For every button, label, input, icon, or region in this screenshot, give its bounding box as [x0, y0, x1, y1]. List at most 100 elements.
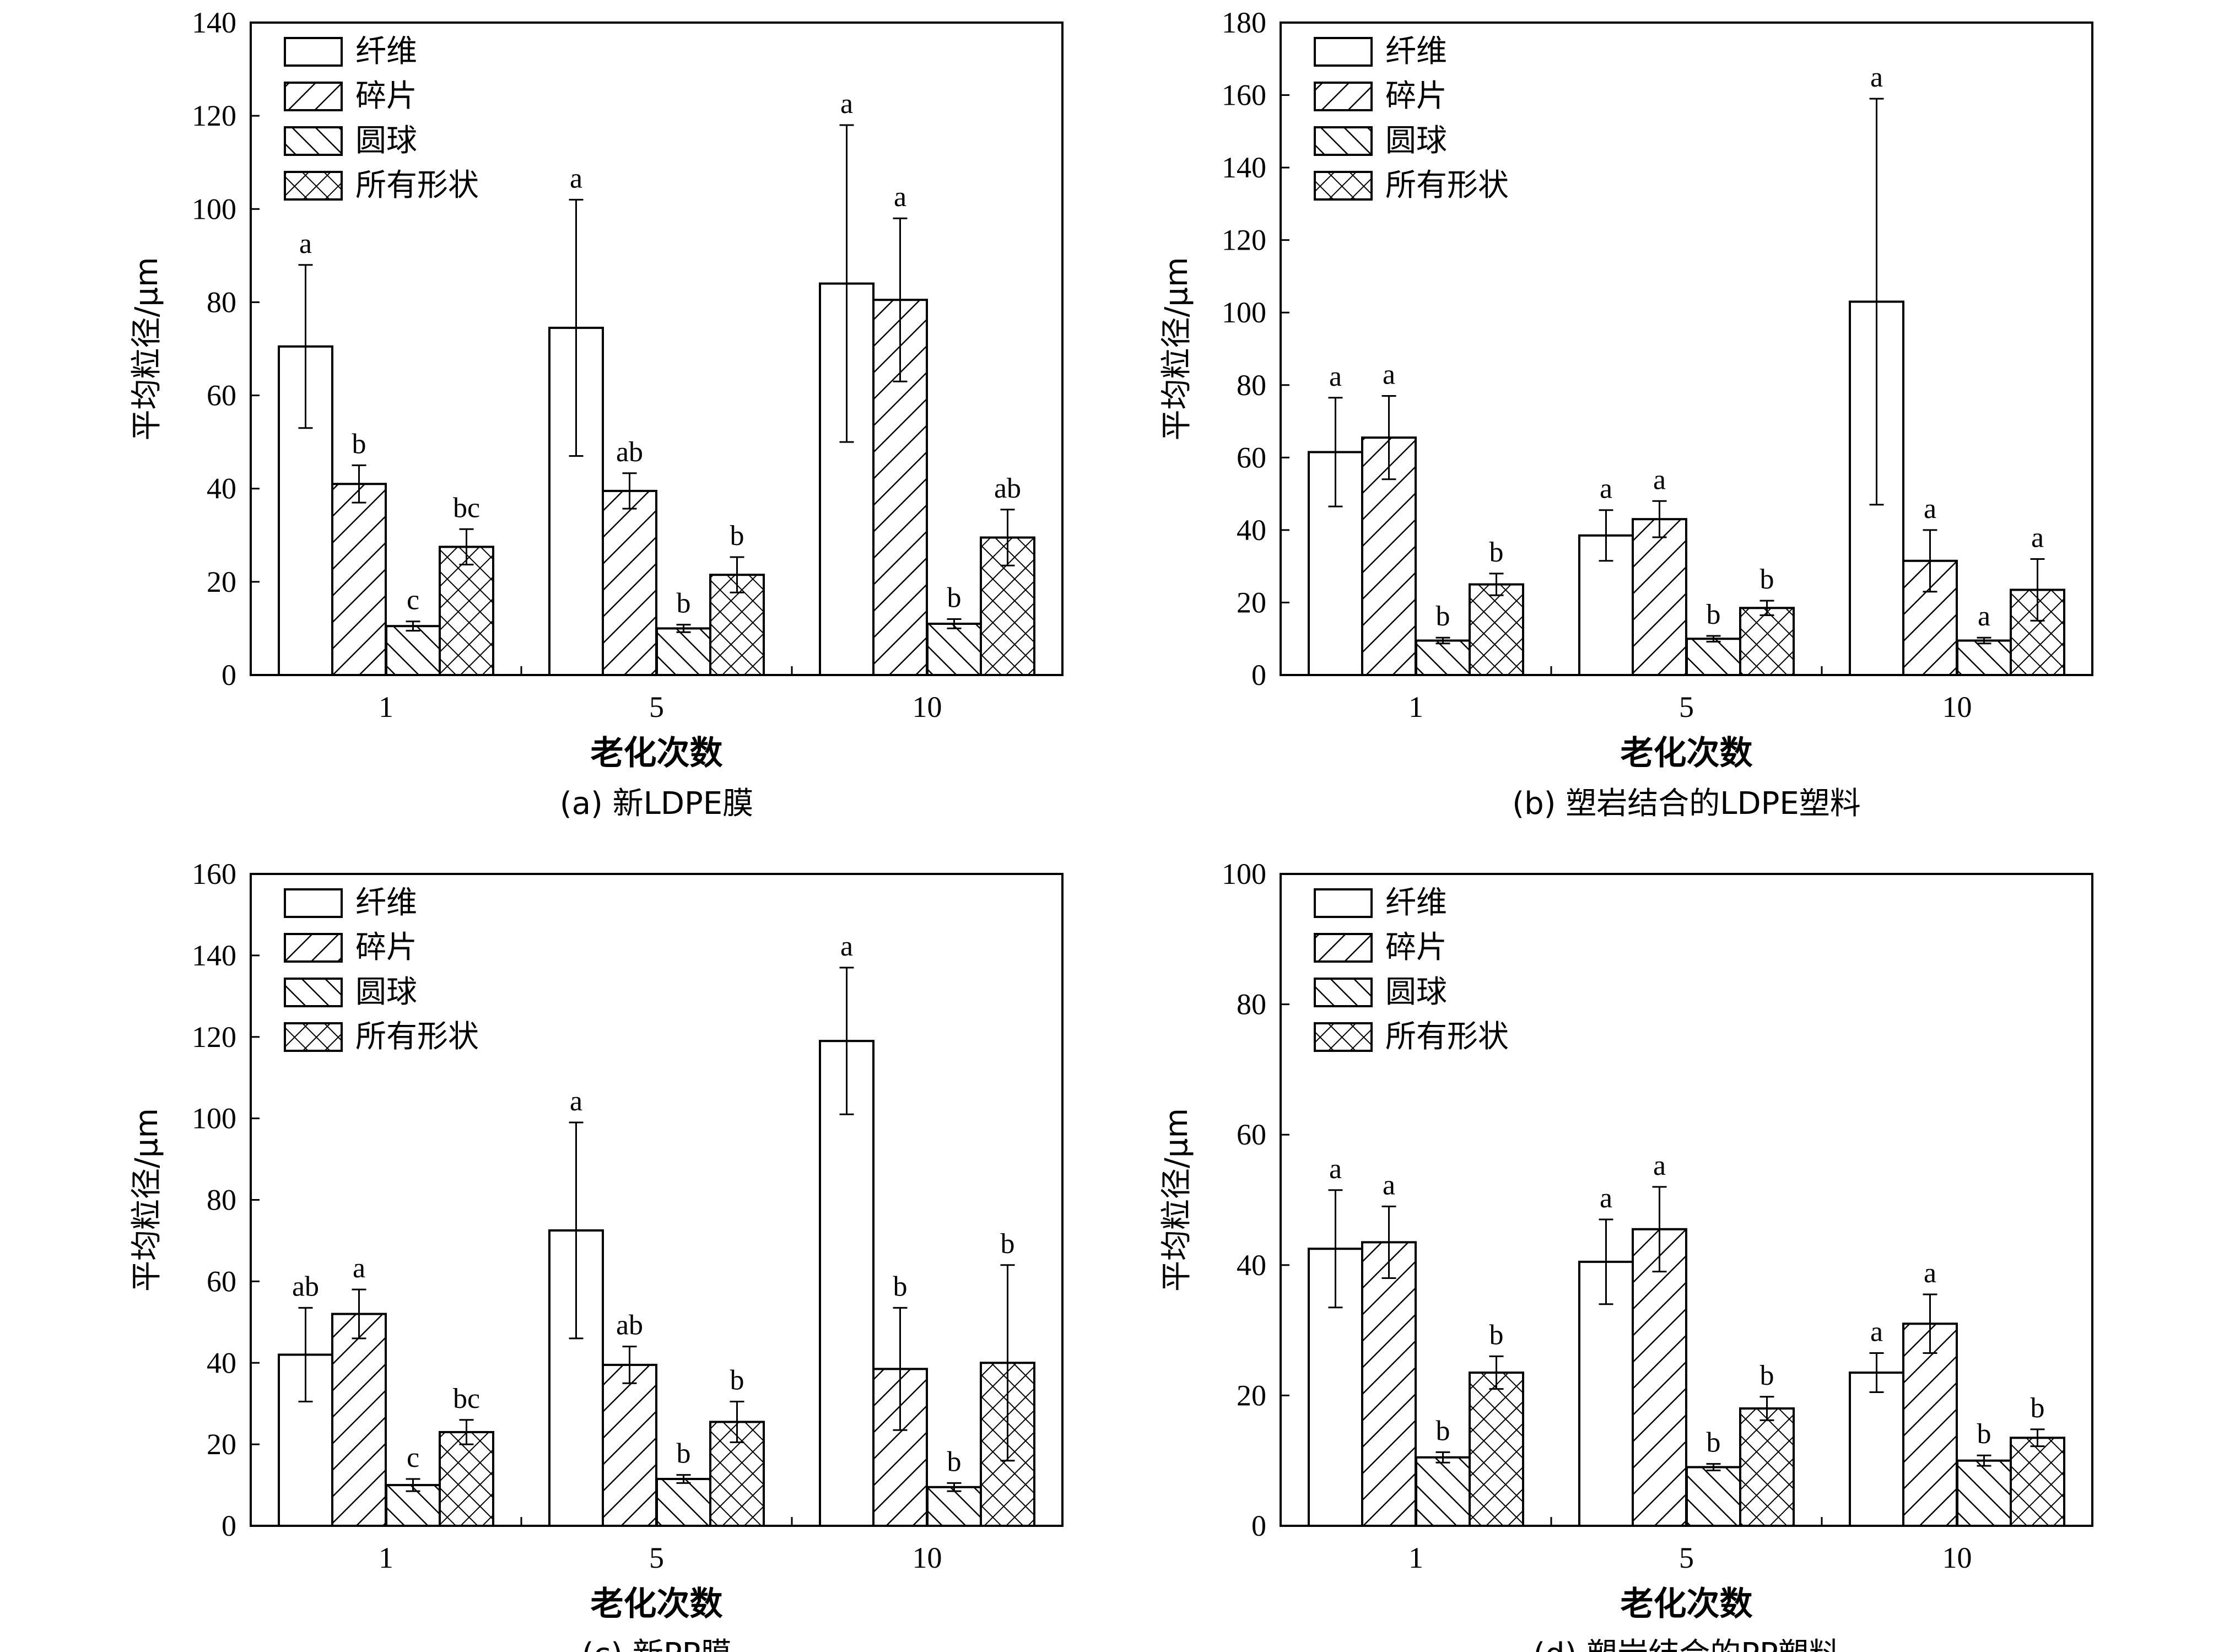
legend-label-fiber: 纤维: [1385, 34, 1447, 69]
legend-swatch-fragment: [284, 933, 343, 963]
bar-sphere: [1415, 639, 1471, 676]
x-tick-label: 1: [1408, 1541, 1423, 1574]
y-axis-title: 平均粒径/μm: [1159, 1108, 1195, 1292]
legend-swatch-fragment: [1314, 82, 1373, 111]
legend-label-all-shapes: 所有形状: [355, 1019, 479, 1055]
panel-caption: (b) 塑岩结合的LDPE塑料: [1512, 786, 1861, 822]
y-tick-label: 60: [1237, 1118, 1266, 1151]
significance-label: b: [1760, 564, 1774, 595]
y-tick-label: 100: [1222, 857, 1266, 890]
significance-label: a: [1600, 473, 1612, 505]
significance-label: a: [1329, 361, 1342, 392]
legend-swatch-all-shapes: [1314, 1022, 1373, 1052]
significance-label: b: [1977, 1418, 1991, 1450]
significance-label: b: [947, 582, 962, 614]
significance-label: a: [1653, 1150, 1666, 1181]
y-tick-label: 60: [207, 1265, 236, 1298]
significance-label: b: [677, 588, 691, 619]
bar-all-shapes: [709, 1421, 765, 1527]
x-tick-label: 5: [649, 690, 664, 724]
legend-swatch-sphere: [284, 126, 343, 156]
significance-label: a: [2031, 522, 2044, 554]
legend-label-all-shapes: 所有形状: [355, 168, 479, 203]
bar-fragment: [331, 1313, 387, 1527]
legend-swatch-fragment: [284, 82, 343, 111]
bar-sphere: [656, 1477, 711, 1527]
legend-swatch-sphere: [1314, 126, 1373, 156]
y-tick-label: 100: [192, 1102, 236, 1135]
bar-sphere: [1956, 639, 2012, 676]
x-axis-title: 老化次数: [1621, 734, 1753, 773]
x-tick-label: 10: [1942, 1541, 1972, 1574]
x-tick-label: 5: [649, 1541, 664, 1574]
y-tick-label: 60: [1237, 441, 1266, 474]
bar-sphere: [1686, 638, 1741, 676]
y-tick-label: 40: [1237, 1249, 1266, 1282]
significance-label: a: [570, 163, 582, 194]
y-tick-label: 40: [207, 1346, 236, 1379]
x-tick-label: 1: [1408, 690, 1423, 724]
significance-label: a: [894, 181, 906, 213]
y-tick-label: 120: [192, 1021, 236, 1054]
x-tick-label: 1: [379, 690, 393, 724]
significance-label: bc: [453, 1383, 480, 1415]
x-tick-label: 5: [1679, 690, 1694, 724]
bar-all-shapes: [1739, 1407, 1795, 1527]
y-tick-label: 160: [192, 857, 236, 890]
significance-label: ab: [616, 1310, 643, 1341]
bar-fiber: [819, 1040, 875, 1527]
significance-label: a: [570, 1086, 582, 1117]
significance-label: a: [840, 88, 853, 120]
significance-label: a: [1924, 493, 1936, 525]
significance-label: a: [1329, 1153, 1342, 1185]
bar-all-shapes: [1469, 583, 1524, 676]
y-tick-label: 80: [207, 1184, 236, 1217]
y-tick-label: 140: [1222, 151, 1266, 184]
x-tick-label: 1: [379, 1541, 393, 1574]
x-axis-title: 老化次数: [591, 734, 723, 773]
legend-label-fiber: 纤维: [355, 885, 417, 921]
significance-label: c: [407, 585, 419, 616]
bar-fragment: [602, 489, 657, 676]
significance-label: ab: [616, 436, 643, 468]
bar-sphere: [656, 627, 711, 677]
x-axis-title: 老化次数: [1621, 1585, 1753, 1623]
legend-swatch-fiber: [284, 37, 343, 67]
x-tick-label: 10: [1942, 690, 1972, 724]
bar-sphere: [1415, 1456, 1471, 1527]
y-tick-label: 140: [192, 939, 236, 972]
y-tick-label: 60: [207, 379, 236, 412]
y-tick-label: 40: [1237, 514, 1266, 547]
bar-fiber: [548, 326, 604, 676]
y-tick-label: 100: [1222, 296, 1266, 329]
significance-label: a: [353, 1253, 365, 1284]
chart-panel-d: 0 20 40 60 80 100 1 5 10 a a a a a a b b b b b b 纤维碎片圆球所有形状平均…: [1159, 857, 2093, 1652]
significance-label: b: [1707, 1427, 1721, 1459]
y-tick-label: 0: [222, 1509, 236, 1542]
significance-label: b: [1489, 537, 1504, 568]
bar-sphere: [926, 622, 982, 677]
y-tick-label: 120: [1222, 224, 1266, 257]
significance-label: a: [299, 228, 312, 260]
significance-label: b: [677, 1438, 691, 1470]
y-axis-title: 平均粒径/μm: [129, 1108, 165, 1292]
y-tick-label: 20: [1237, 1379, 1266, 1412]
legend-label-fragment: 碎片: [355, 78, 417, 114]
legend-label-sphere: 圆球: [1385, 123, 1447, 159]
bar-all-shapes: [439, 1430, 494, 1527]
y-tick-label: 20: [207, 1428, 236, 1461]
significance-label: a: [1600, 1183, 1612, 1214]
significance-label: a: [1383, 359, 1395, 391]
legend-label-all-shapes: 所有形状: [1385, 1019, 1509, 1055]
legend-swatch-fiber: [1314, 888, 1373, 918]
legend-swatch-sphere: [1314, 978, 1373, 1007]
significance-label: b: [947, 1446, 962, 1477]
y-tick-label: 160: [1222, 79, 1266, 112]
y-tick-label: 0: [1251, 1509, 1266, 1542]
significance-label: a: [1870, 62, 1883, 93]
legend-label-all-shapes: 所有形状: [1385, 168, 1509, 203]
x-tick-label: 5: [1679, 1541, 1694, 1574]
significance-label: a: [1924, 1257, 1936, 1289]
significance-label: c: [407, 1442, 419, 1473]
